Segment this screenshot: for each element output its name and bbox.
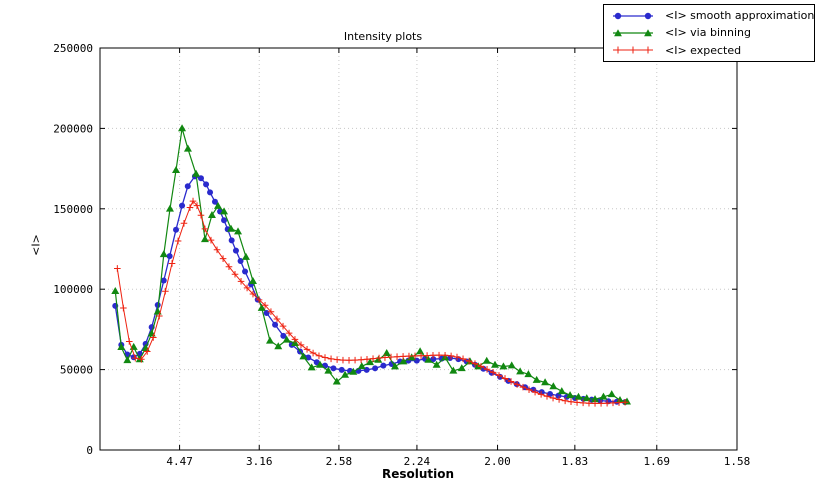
- svg-text:1.83: 1.83: [562, 455, 589, 468]
- svg-text:2.00: 2.00: [484, 455, 511, 468]
- svg-text:2.24: 2.24: [404, 455, 431, 468]
- svg-text:1.69: 1.69: [644, 455, 671, 468]
- legend-label: <I> expected: [665, 43, 742, 57]
- svg-text:200000: 200000: [53, 122, 93, 135]
- legend-label: <I> via binning: [665, 26, 751, 40]
- svg-text:1.58: 1.58: [724, 455, 751, 468]
- legend-row-smooth-approximation: <I> smooth approximation: [610, 7, 814, 24]
- legend-label: <I> smooth approximation: [665, 9, 815, 23]
- legend: <I> smooth approximation <I> via binning…: [603, 4, 815, 62]
- chart-title: Intensity plots: [343, 30, 423, 43]
- svg-text:50000: 50000: [60, 364, 93, 377]
- x-axis-label: Resolution: [381, 467, 455, 481]
- svg-text:3.16: 3.16: [246, 455, 273, 468]
- svg-text:0: 0: [86, 444, 93, 457]
- legend-circle-marker-icon: [613, 12, 653, 19]
- legend-row-expected: <I> expected: [610, 42, 814, 59]
- svg-text:2.58: 2.58: [326, 455, 353, 468]
- legend-row-via-binning: <I> via binning: [610, 24, 814, 41]
- y-axis-label: <I>: [29, 234, 43, 256]
- svg-text:4.47: 4.47: [166, 455, 193, 468]
- legend-triangle-marker-icon: [613, 29, 653, 37]
- svg-text:150000: 150000: [53, 203, 93, 216]
- svg-text:250000: 250000: [53, 42, 93, 55]
- svg-text:100000: 100000: [53, 283, 93, 296]
- legend-plus-marker-icon: [613, 46, 653, 54]
